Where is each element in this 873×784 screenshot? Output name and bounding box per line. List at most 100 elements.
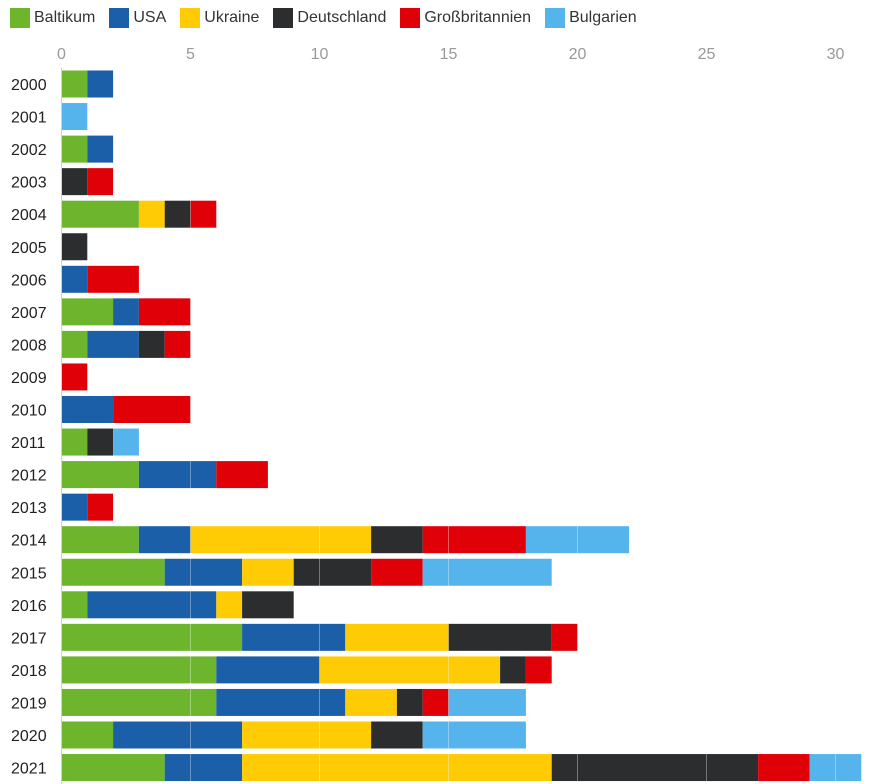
y-category-label: 2011 <box>11 435 46 452</box>
y-category-label: 2017 <box>11 630 47 647</box>
y-category-label: 2021 <box>11 761 47 778</box>
y-category-label: 2019 <box>11 695 47 712</box>
bar-segment-usa-2021 <box>164 754 243 782</box>
bar-segment-usa-2008 <box>87 330 139 358</box>
legend-swatch <box>109 8 130 28</box>
legend-item-bulgarien: Bulgarien <box>545 8 637 28</box>
bar-segment-bulgarien-2021 <box>809 754 862 782</box>
bar-segment-großbritannien-2007 <box>138 298 191 326</box>
x-tick-label: 0 <box>57 46 66 63</box>
y-category-label: 2012 <box>11 468 47 485</box>
bar-segment-usa-2000 <box>87 70 114 98</box>
bar-segment-usa-2015 <box>164 558 243 586</box>
y-category-label: 2007 <box>11 305 47 322</box>
bar-segment-großbritannien-2017 <box>551 623 578 651</box>
bar-segment-usa-2014 <box>138 526 191 554</box>
legend-label: Großbritannien <box>424 9 532 26</box>
bar-segment-großbritannien-2018 <box>525 656 552 684</box>
legend-label: Bulgarien <box>569 9 637 26</box>
x-tick-label: 15 <box>440 46 458 63</box>
legend-swatch <box>400 8 421 28</box>
bar-segment-ukraine-2015 <box>242 558 294 586</box>
bar-segment-usa-2013 <box>61 493 88 521</box>
bar-segment-baltikum-2004 <box>61 200 139 228</box>
bar-segment-usa-2019 <box>216 688 346 716</box>
y-category-label: 2014 <box>11 533 47 550</box>
bar-segment-usa-2007 <box>113 298 139 326</box>
legend-label: Baltikum <box>34 9 96 26</box>
bar-segment-ukraine-2020 <box>242 721 372 749</box>
legend-item-baltikum: Baltikum <box>10 8 95 28</box>
bar-segment-großbritannien-2015 <box>371 558 423 586</box>
bar-segment-bulgarien-2011 <box>113 428 139 456</box>
bar-segment-baltikum-2015 <box>61 558 165 586</box>
chart-legend: Baltikum USA Ukraine Deutschland Großbritann… <box>10 6 651 30</box>
bar-segment-deutschland-2017 <box>448 623 552 651</box>
bar-segment-usa-2017 <box>242 623 346 651</box>
bar-segment-deutschland-2003 <box>61 168 88 196</box>
bar-segment-deutschland-2008 <box>138 330 165 358</box>
y-category-label: 2016 <box>11 598 47 615</box>
legend-swatch <box>545 8 566 28</box>
bar-segment-baltikum-2018 <box>61 656 217 684</box>
bar-segment-usa-2012 <box>138 461 217 489</box>
bar-segment-großbritannien-2004 <box>190 200 217 228</box>
y-category-label: 2005 <box>11 240 47 257</box>
bar-segment-großbritannien-2014 <box>422 526 526 554</box>
y-category-label: 2000 <box>11 77 47 94</box>
legend-item-deutschland: Deutschland <box>273 8 386 28</box>
bar-segment-großbritannien-2003 <box>87 168 114 196</box>
bar-segment-usa-2006 <box>61 265 88 293</box>
bar-segment-baltikum-2000 <box>61 70 88 98</box>
bar-segment-großbritannien-2009 <box>61 363 88 391</box>
bar-segment-bulgarien-2015 <box>422 558 552 586</box>
legend-label: Deutschland <box>297 9 387 26</box>
y-category-label: 2010 <box>11 403 47 420</box>
bar-segment-usa-2016 <box>87 591 217 619</box>
y-category-label: 2003 <box>11 175 47 192</box>
bar-segment-bulgarien-2019 <box>448 688 526 716</box>
bar-segment-bulgarien-2014 <box>525 526 630 554</box>
bar-segment-baltikum-2021 <box>61 754 165 782</box>
y-category-label: 2001 <box>11 110 47 127</box>
bar-segment-baltikum-2014 <box>61 526 139 554</box>
bar-segment-bulgarien-2020 <box>422 721 526 749</box>
bar-segment-usa-2020 <box>113 721 243 749</box>
bar-segment-ukraine-2019 <box>345 688 397 716</box>
bar-segment-usa-2010 <box>61 396 114 423</box>
y-category-label: 2015 <box>11 565 47 582</box>
y-category-label: 2002 <box>11 142 47 159</box>
x-tick-label: 30 <box>827 46 845 63</box>
bar-segment-deutschland-2015 <box>293 558 372 586</box>
bar-segment-ukraine-2018 <box>319 656 501 684</box>
bar-segment-baltikum-2008 <box>61 330 88 358</box>
y-category-label: 2020 <box>11 728 47 745</box>
bar-segment-großbritannien-2006 <box>87 265 139 293</box>
bar-segment-großbritannien-2012 <box>216 461 268 489</box>
bar-segment-usa-2002 <box>87 135 114 163</box>
legend-item-usa: USA <box>109 8 166 28</box>
bar-segment-ukraine-2004 <box>138 200 165 228</box>
bar-segment-baltikum-2011 <box>61 428 88 456</box>
bar-segment-bulgarien-2001 <box>61 103 88 131</box>
bar-segment-baltikum-2020 <box>61 721 114 749</box>
y-category-label: 2008 <box>11 337 47 354</box>
bar-segment-deutschland-2021 <box>551 754 759 782</box>
bar-segment-deutschland-2011 <box>87 428 114 456</box>
bar-segment-großbritannien-2010 <box>113 396 191 423</box>
bar-segment-deutschland-2018 <box>500 656 526 684</box>
bar-segment-deutschland-2005 <box>61 233 88 261</box>
bar-segment-baltikum-2012 <box>61 461 139 489</box>
y-category-label: 2018 <box>11 663 47 680</box>
y-category-label: 2006 <box>11 272 47 289</box>
bar-segment-deutschland-2004 <box>164 200 191 228</box>
legend-label: Ukraine <box>204 9 260 26</box>
bar-segment-baltikum-2016 <box>61 591 88 619</box>
legend-swatch <box>10 8 30 28</box>
bar-segment-baltikum-2019 <box>61 688 217 716</box>
bar-segment-baltikum-2017 <box>61 623 243 651</box>
bar-segment-ukraine-2014 <box>190 526 372 554</box>
legend-item-ukraine: Ukraine <box>180 8 259 28</box>
bar-segment-großbritannien-2019 <box>422 688 449 716</box>
